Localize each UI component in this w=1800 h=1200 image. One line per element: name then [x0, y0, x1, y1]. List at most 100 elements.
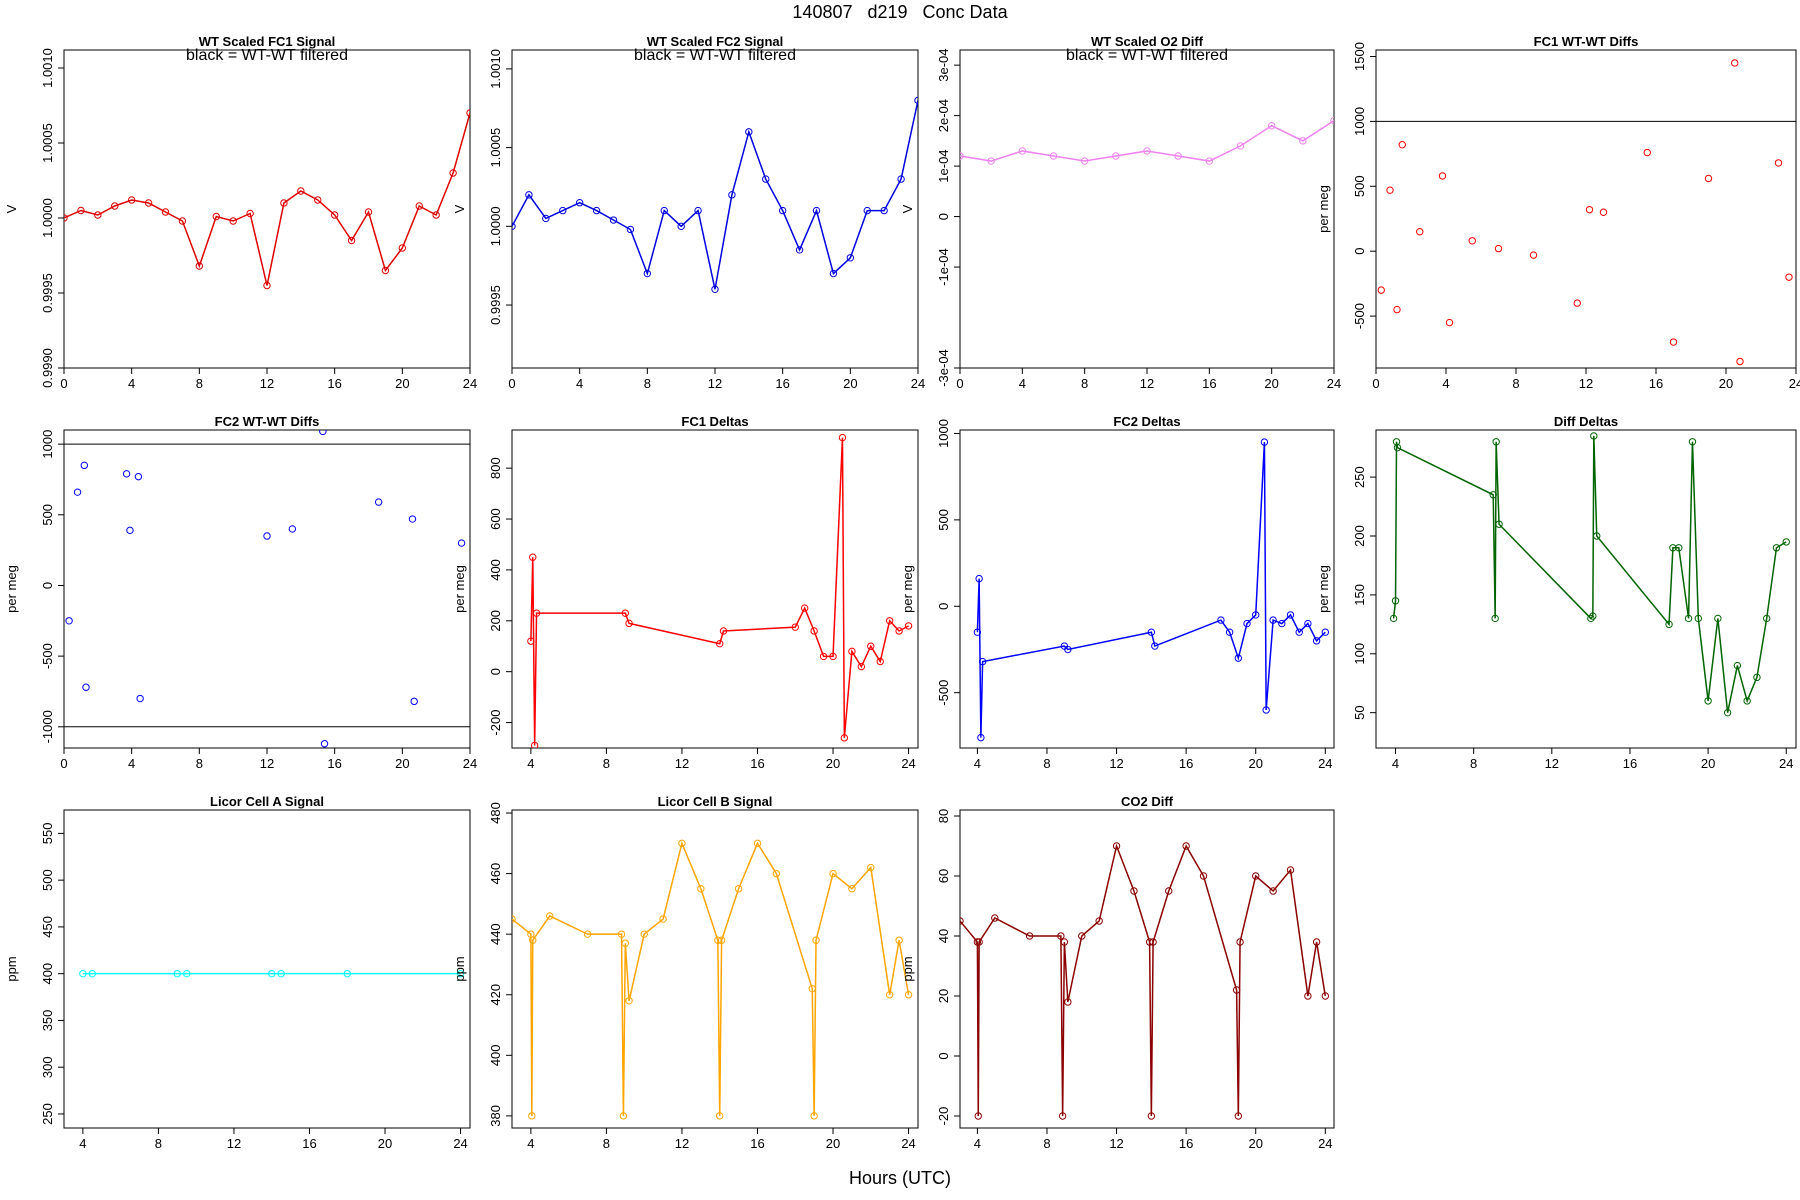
data-point — [1236, 142, 1245, 150]
x-tick-label: 4 — [1019, 376, 1026, 391]
data-point — [1095, 917, 1103, 925]
data-point — [1149, 938, 1157, 946]
data-point — [745, 128, 753, 136]
x-tick-label: 12 — [1579, 376, 1593, 391]
data-point — [212, 212, 220, 221]
data-point — [528, 1112, 536, 1120]
series-fc1_deltas — [527, 433, 913, 748]
y-tick-label: 0.9990 — [40, 348, 55, 388]
y-tick-label: 50 — [1352, 705, 1367, 719]
plot-frame — [959, 809, 1335, 1129]
y-tick-label: 800 — [488, 457, 503, 479]
x-tick-label: 16 — [1179, 756, 1193, 771]
x-tick-label: 0 — [508, 376, 515, 391]
y-tick-label: 200 — [1352, 525, 1367, 547]
x-tick-label: 20 — [395, 376, 409, 391]
data-point — [1234, 1112, 1243, 1120]
data-point — [136, 694, 144, 703]
data-point — [1762, 614, 1771, 623]
data-point — [1205, 157, 1214, 165]
data-point — [1286, 866, 1295, 874]
series-co2_diff — [960, 842, 1330, 1120]
x-tick-label: 8 — [1043, 1136, 1050, 1151]
x-tick-label: 0 — [60, 376, 67, 391]
y-axis-label: V — [900, 204, 915, 213]
data-point — [126, 526, 134, 535]
data-point — [660, 206, 668, 215]
data-point — [1199, 872, 1208, 880]
data-point — [364, 208, 373, 216]
data-point — [1058, 1112, 1067, 1120]
data-point — [716, 1112, 724, 1120]
data-point — [592, 206, 601, 215]
data-point — [1243, 619, 1251, 628]
page-title: 140807 d219 Conc Data — [792, 2, 1008, 22]
y-tick-label: -200 — [488, 710, 503, 736]
data-point — [529, 936, 537, 944]
panel-co2_diff: CO2 Diff 4 8 12 16 20 24 -20 0 20 40 60 80 ppm — [900, 794, 1335, 1151]
panel-title: WT Scaled O2 Diff — [1091, 34, 1204, 49]
data-point — [1269, 887, 1277, 895]
data-point — [1147, 1112, 1156, 1120]
y-axis-label: per meg — [900, 565, 915, 613]
data-point — [432, 211, 440, 219]
y-tick-label: -3e-04 — [936, 349, 951, 387]
data-point — [343, 969, 351, 978]
panel-title: WT Scaled FC1 Signal — [199, 34, 336, 49]
data-point — [1304, 992, 1312, 1000]
x-tick-label: 12 — [675, 756, 689, 771]
data-point — [1234, 654, 1243, 662]
x-tick-label: 4 — [1392, 756, 1399, 771]
y-tick-label: 400 — [488, 1044, 503, 1066]
series-line — [530, 437, 909, 746]
x-tick-label: 20 — [1719, 376, 1733, 391]
data-point — [987, 157, 995, 165]
series-o2_diff — [960, 116, 1334, 165]
panel-title: FC2 WT-WT Diffs — [215, 414, 320, 429]
data-point — [1774, 159, 1783, 167]
data-point — [183, 969, 191, 978]
plot-frame — [63, 809, 471, 1129]
y-tick-label: 80 — [936, 809, 951, 823]
data-point — [1438, 172, 1447, 180]
data-point — [1743, 697, 1751, 705]
data-point — [320, 740, 329, 748]
data-point — [1714, 614, 1722, 623]
data-point — [144, 199, 153, 207]
y-axis-label: ppm — [4, 956, 19, 981]
y-tick-label: 500 — [40, 869, 55, 891]
data-point — [1269, 616, 1277, 624]
y-tick-label: 60 — [936, 869, 951, 883]
data-point — [734, 885, 743, 893]
panel-fc1_deltas: FC1 Deltas 4 8 12 16 20 24 -200 0 200 400 600 800 per… — [452, 414, 919, 771]
y-tick-label: 0 — [936, 213, 951, 220]
y-tick-label: 550 — [40, 823, 55, 845]
x-tick-label: 12 — [1140, 376, 1154, 391]
data-point — [80, 461, 89, 470]
y-axis-label: per meg — [1316, 565, 1331, 613]
data-point — [1080, 157, 1089, 165]
data-point — [697, 885, 705, 893]
data-point — [525, 191, 533, 199]
y-tick-label: -500 — [1352, 303, 1367, 329]
y-tick-label: 1.0000 — [40, 198, 55, 238]
y-tick-label: 400 — [488, 559, 503, 581]
x-tick-label: 12 — [260, 376, 274, 391]
series-line — [960, 120, 1334, 162]
panel-title: FC1 Deltas — [681, 414, 748, 429]
data-point — [134, 472, 143, 481]
x-tick-label: 4 — [79, 1136, 86, 1151]
data-point — [716, 639, 724, 648]
data-point — [1049, 152, 1058, 160]
data-point — [1669, 338, 1678, 346]
y-tick-label: 350 — [40, 1010, 55, 1032]
data-point — [621, 609, 630, 617]
y-axis-label: V — [4, 204, 19, 213]
data-point — [1704, 697, 1712, 705]
data-point — [829, 869, 837, 878]
x-tick-label: 20 — [1701, 756, 1715, 771]
series-line — [512, 100, 918, 290]
panel-diff_deltas: Diff Deltas 4 8 12 16 20 24 50 100 150 200 250 per m… — [1316, 414, 1797, 771]
data-point — [1147, 628, 1156, 636]
